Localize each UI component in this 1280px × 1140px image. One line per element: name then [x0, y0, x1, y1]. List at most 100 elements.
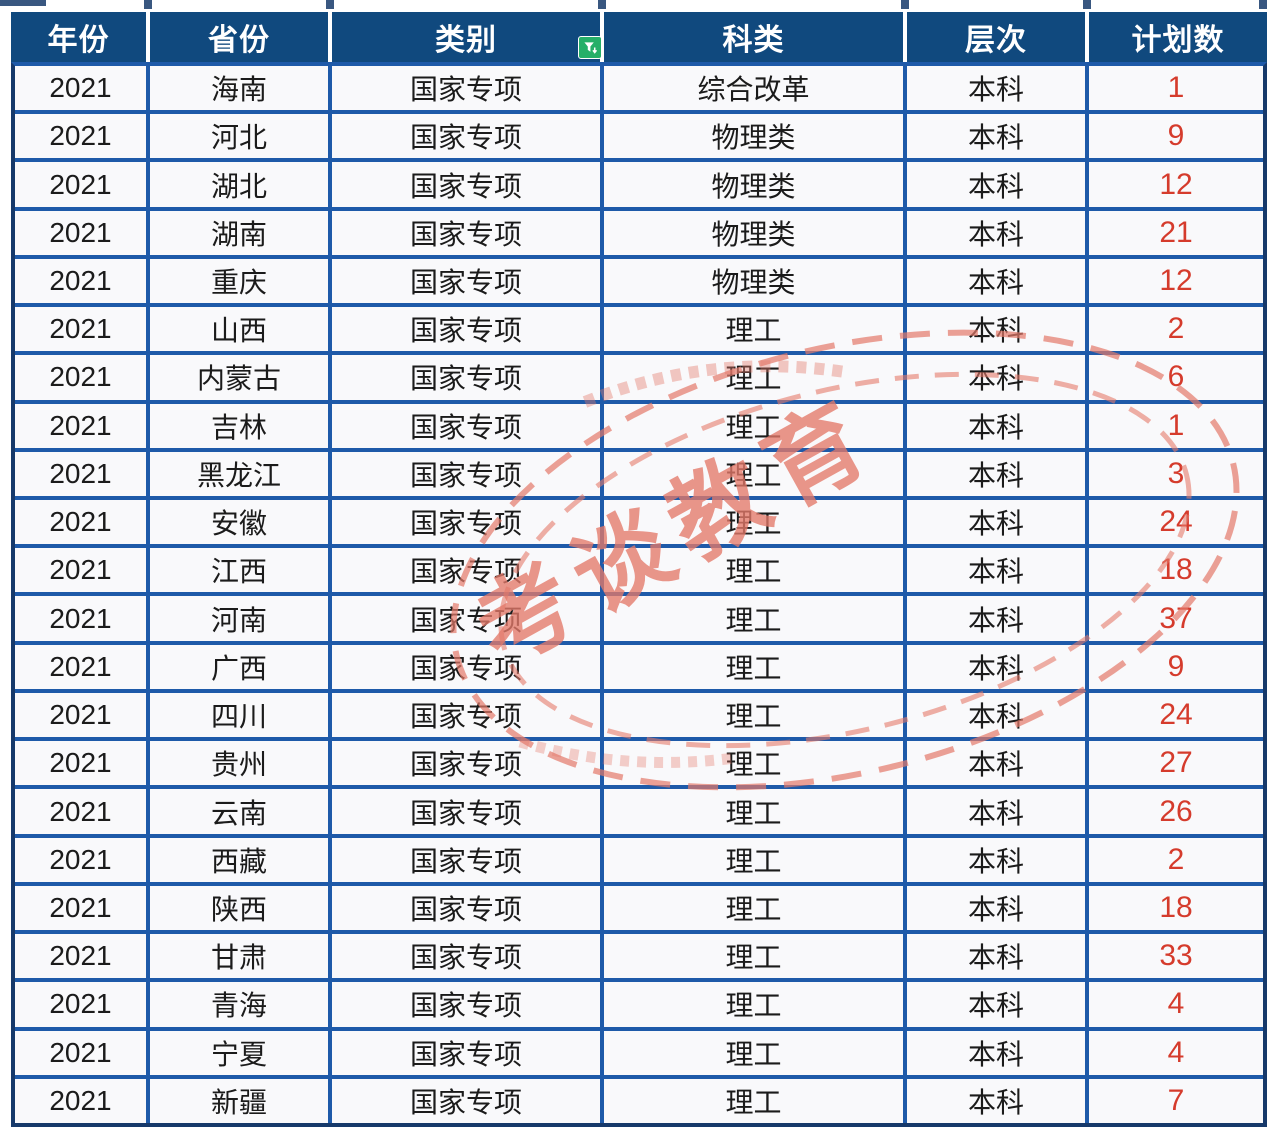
province-cell: 安徽	[150, 500, 328, 545]
subject-cell: 理工	[604, 355, 903, 400]
year-cell: 2021	[15, 355, 146, 400]
subject-cell: 理工	[604, 741, 903, 786]
level-cell: 本科	[907, 692, 1085, 738]
province-cell: 甘肃	[150, 934, 328, 979]
count-cell: 27	[1089, 741, 1263, 786]
category-cell: 国家专项	[332, 451, 600, 497]
province-cell: 宁夏	[150, 1030, 328, 1075]
subject-cell: 理工	[604, 934, 903, 979]
level-cell: 本科	[907, 741, 1085, 786]
year-cell: 2021	[15, 114, 146, 159]
header-cell-year: 年份	[11, 12, 146, 62]
level-cell: 本科	[907, 66, 1085, 111]
level-cell: 本科	[907, 500, 1085, 545]
level-cell: 本科	[907, 114, 1085, 159]
count-cell: 37	[1089, 596, 1263, 641]
year-cell: 2021	[15, 1078, 146, 1123]
category-cell: 国家专项	[332, 66, 600, 111]
table-body: 2021 海南 国家专项 综合改革 本科 1 2021 河北 国家专项 物理类 本科 9 2021 湖北国…	[11, 62, 1267, 1127]
header-cell-level: 层次	[907, 12, 1085, 62]
filter-funnel-icon	[583, 40, 598, 55]
count-cell: 18	[1089, 548, 1263, 593]
count-cell: 33	[1089, 934, 1263, 979]
subject-cell: 理工	[604, 548, 903, 593]
year-cell: 2021	[15, 741, 146, 786]
province-cell: 江西	[150, 548, 328, 593]
count-cell: 1	[1089, 403, 1263, 448]
subject-cell: 理工	[604, 789, 903, 834]
province-cell: 湖北	[150, 162, 328, 207]
province-cell: 河北	[150, 114, 328, 159]
count-cell: 4	[1089, 982, 1263, 1027]
level-cell: 本科	[907, 162, 1085, 207]
category-cell: 国家专项	[332, 548, 600, 593]
level-cell: 本科	[907, 982, 1085, 1027]
province-cell: 广西	[150, 644, 328, 689]
province-cell: 青海	[150, 982, 328, 1027]
subject-cell: 理工	[604, 596, 903, 641]
level-cell: 本科	[907, 210, 1085, 255]
crop-remnant-notch	[1083, 0, 1091, 9]
count-cell: 12	[1089, 258, 1263, 304]
category-cell: 国家专项	[332, 644, 600, 689]
category-cell: 国家专项	[332, 500, 600, 545]
crop-remnant-notch	[326, 0, 334, 9]
crop-remnant-strip	[0, 0, 46, 6]
level-cell: 本科	[907, 307, 1085, 352]
table-header-row: 年份 省份 类别 科类 层次 计划数	[11, 12, 1267, 62]
category-cell: 国家专项	[332, 596, 600, 641]
crop-remnant-notch	[598, 0, 606, 9]
province-cell: 新疆	[150, 1078, 328, 1123]
category-cell: 国家专项	[332, 258, 600, 304]
count-cell: 1	[1089, 66, 1263, 111]
category-cell: 国家专项	[332, 114, 600, 159]
category-cell: 国家专项	[332, 403, 600, 448]
subject-cell: 物理类	[604, 162, 903, 207]
level-cell: 本科	[907, 934, 1085, 979]
province-cell: 贵州	[150, 741, 328, 786]
header-cell-province: 省份	[150, 12, 328, 62]
subject-cell: 理工	[604, 1078, 903, 1123]
province-cell: 湖南	[150, 210, 328, 255]
filter-button[interactable]	[578, 36, 602, 59]
year-cell: 2021	[15, 596, 146, 641]
subject-cell: 理工	[604, 982, 903, 1027]
level-cell: 本科	[907, 548, 1085, 593]
year-cell: 2021	[15, 307, 146, 352]
level-cell: 本科	[907, 789, 1085, 834]
province-cell: 云南	[150, 789, 328, 834]
subject-cell: 物理类	[604, 210, 903, 255]
category-cell: 国家专项	[332, 162, 600, 207]
count-cell: 3	[1089, 451, 1263, 497]
subject-cell: 理工	[604, 885, 903, 931]
category-cell: 国家专项	[332, 837, 600, 882]
province-cell: 内蒙古	[150, 355, 328, 400]
subject-cell: 理工	[604, 451, 903, 497]
category-cell: 国家专项	[332, 692, 600, 738]
header-cell-category: 类别	[332, 12, 600, 62]
count-cell: 12	[1089, 162, 1263, 207]
year-cell: 2021	[15, 1030, 146, 1075]
subject-cell: 理工	[604, 307, 903, 352]
year-cell: 2021	[15, 982, 146, 1027]
category-cell: 国家专项	[332, 789, 600, 834]
category-cell: 国家专项	[332, 741, 600, 786]
province-cell: 西藏	[150, 837, 328, 882]
subject-cell: 物理类	[604, 258, 903, 304]
subject-cell: 理工	[604, 403, 903, 448]
year-cell: 2021	[15, 934, 146, 979]
year-cell: 2021	[15, 837, 146, 882]
category-cell: 国家专项	[332, 210, 600, 255]
year-cell: 2021	[15, 789, 146, 834]
count-cell: 21	[1089, 210, 1263, 255]
subject-cell: 理工	[604, 837, 903, 882]
count-cell: 9	[1089, 644, 1263, 689]
year-cell: 2021	[15, 258, 146, 304]
level-cell: 本科	[907, 1078, 1085, 1123]
subject-cell: 理工	[604, 1030, 903, 1075]
category-cell: 国家专项	[332, 982, 600, 1027]
level-cell: 本科	[907, 837, 1085, 882]
category-cell: 国家专项	[332, 1030, 600, 1075]
count-cell: 7	[1089, 1078, 1263, 1123]
